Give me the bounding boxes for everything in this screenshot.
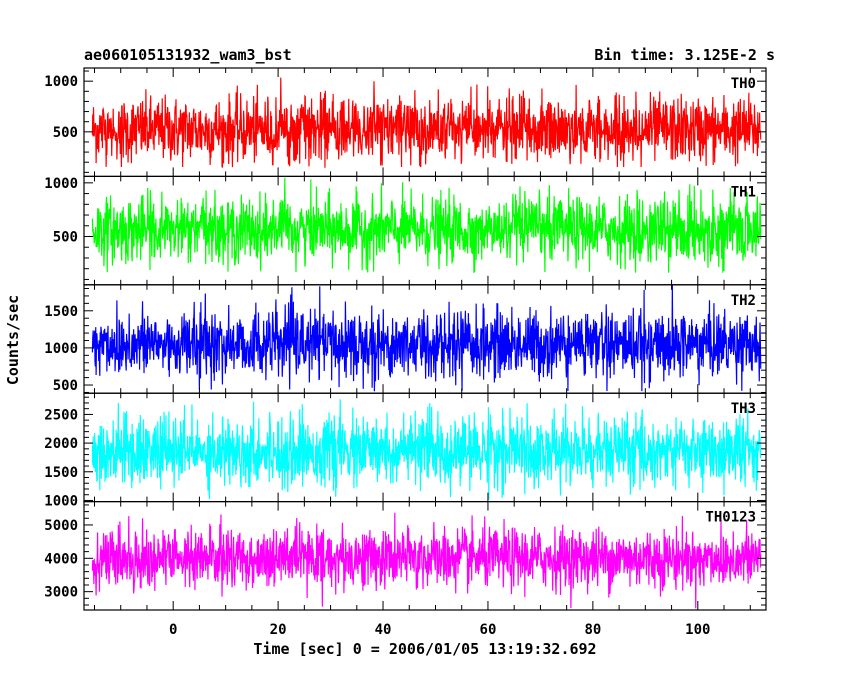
x-axis-label: Time [sec] 0 = 2006/01/05 13:19:32.692 xyxy=(253,640,596,658)
y-tick-label: 500 xyxy=(53,230,78,246)
series-th0-line xyxy=(91,77,762,168)
panel-label-th1: TH1 xyxy=(731,184,756,200)
x-tick-label: 100 xyxy=(685,622,710,638)
panel-label-th3: TH3 xyxy=(731,401,756,417)
y-tick-label: 1000 xyxy=(44,341,78,357)
y-tick-label: 500 xyxy=(53,378,78,394)
series-th0123-line xyxy=(91,512,762,609)
y-tick-label: 5000 xyxy=(44,518,78,534)
panel-th3: 1000 1500 2000 2500 TH3 xyxy=(44,392,767,509)
series-th3-line xyxy=(91,399,762,500)
y-tick-label: 500 xyxy=(53,125,78,141)
panel-th0: 500 1000 TH0 xyxy=(44,67,767,178)
x-tick-label: 80 xyxy=(584,622,601,638)
y-tick-label: 1000 xyxy=(44,176,78,192)
plot-title: ae060105131932_wam3_bst xyxy=(84,46,292,64)
panel-th0123: 3000 4000 5000 TH0123 xyxy=(44,501,767,611)
y-tick-label: 2000 xyxy=(44,436,78,452)
y-axis-label: Counts/sec xyxy=(4,295,22,385)
y-tick-label: 1500 xyxy=(44,465,78,481)
y-tick-label: 1500 xyxy=(44,304,78,320)
x-tick-label: 40 xyxy=(375,622,392,638)
y-tick-label: 1000 xyxy=(44,493,78,509)
x-tick-label: 20 xyxy=(270,622,287,638)
panel-label-th2: TH2 xyxy=(731,293,756,309)
x-tick-label: 0 xyxy=(169,622,177,638)
panel-th2: 500 1000 1500 TH2 xyxy=(44,284,767,394)
x-tick-label: 60 xyxy=(480,622,497,638)
y-tick-label: 3000 xyxy=(44,585,78,601)
series-th1-line xyxy=(91,177,762,273)
series-th2-line xyxy=(91,284,762,392)
panel-th1: 500 1000 TH1 xyxy=(44,175,767,286)
y-tick-label: 1000 xyxy=(44,74,78,90)
y-tick-label: 4000 xyxy=(44,551,78,567)
panel-label-th0123: TH0123 xyxy=(705,510,756,526)
panel-frame xyxy=(83,501,767,611)
y-tick-label: 2500 xyxy=(44,407,78,423)
panel-label-th0: TH0 xyxy=(731,76,756,92)
bin-time-label: Bin time: 3.125E-2 s xyxy=(594,46,775,64)
